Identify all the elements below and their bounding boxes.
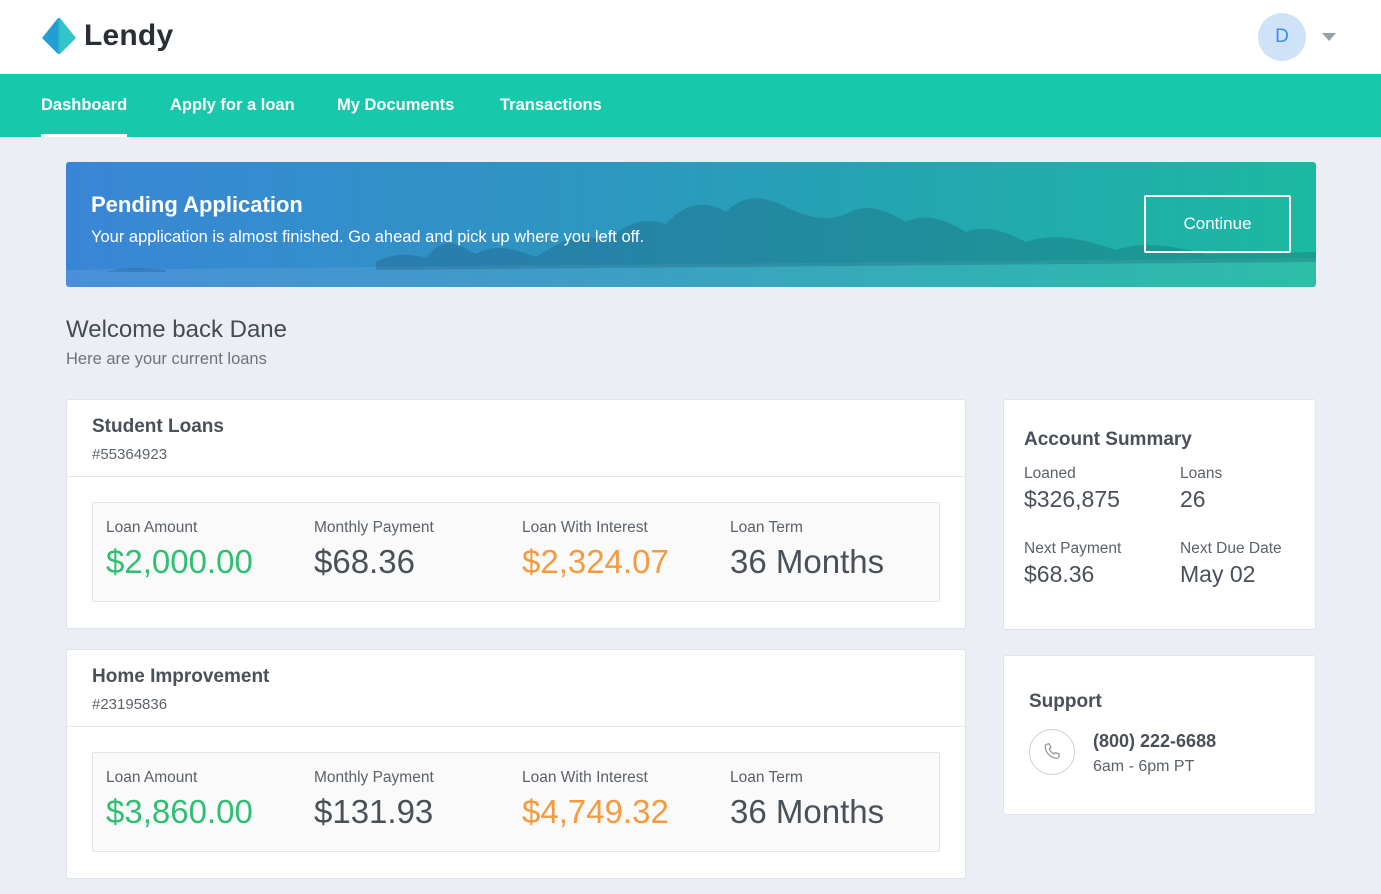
top-header: Lendy D: [0, 0, 1381, 74]
phone-icon[interactable]: [1029, 729, 1075, 775]
stat-value: 36 Months: [730, 793, 885, 830]
nav-apply-for-loan[interactable]: Apply for a loan: [170, 96, 295, 114]
summary-value: $68.36: [1024, 561, 1095, 587]
user-initial: D: [1275, 26, 1289, 47]
loan-card-home-improvement[interactable]: Home Improvement #23195836 Loan Amount $…: [66, 649, 966, 879]
summary-value: 26: [1180, 486, 1206, 512]
chevron-down-icon[interactable]: [1322, 33, 1336, 41]
brand-name: Lendy: [84, 19, 174, 52]
summary-value: $326,875: [1024, 486, 1120, 512]
stat-loan-amount: Loan Amount $3,860.00: [106, 769, 253, 831]
stat-loan-amount: Loan Amount $2,000.00: [106, 519, 253, 581]
account-summary-card: Account Summary Loaned $326,875 Loans 26…: [1003, 399, 1316, 630]
summary-loaned: Loaned $326,875: [1024, 465, 1120, 513]
banner-title: Pending Application: [91, 192, 303, 217]
banner-text: Your application is almost finished. Go …: [91, 228, 645, 246]
stat-label: Loan Amount: [106, 769, 198, 786]
stat-value: $2,324.07: [522, 543, 669, 580]
stat-monthly-payment: Monthly Payment $131.93: [314, 769, 434, 831]
stat-value: $131.93: [314, 793, 434, 830]
loan-stats: Loan Amount $2,000.00 Monthly Payment $6…: [92, 502, 940, 602]
nav-transactions[interactable]: Transactions: [500, 96, 602, 114]
stat-label: Loan With Interest: [522, 769, 648, 786]
stat-loan-with-interest: Loan With Interest $4,749.32: [522, 769, 669, 831]
stat-label: Loan Term: [730, 519, 803, 536]
summary-label: Loaned: [1024, 465, 1076, 482]
lendy-logo-icon: [42, 18, 76, 54]
summary-next-payment: Next Payment $68.36: [1024, 540, 1121, 588]
loan-title: Student Loans: [92, 416, 224, 437]
stat-loan-with-interest: Loan With Interest $2,324.07: [522, 519, 669, 581]
loan-id: #55364923: [92, 446, 168, 463]
phone-glyph: [1044, 743, 1060, 759]
main-nav: Dashboard Apply for a loan My Documents …: [0, 74, 1381, 137]
summary-next-due-date: Next Due Date May 02: [1180, 540, 1282, 588]
loan-card-header: Home Improvement #23195836: [67, 650, 965, 727]
nav-dashboard[interactable]: Dashboard: [41, 74, 128, 137]
user-avatar[interactable]: D: [1258, 13, 1306, 61]
stat-value: $3,860.00: [106, 793, 253, 830]
landscape-background: [66, 198, 1316, 287]
support-hours: 6am - 6pm PT: [1093, 758, 1195, 775]
summary-value: May 02: [1180, 561, 1256, 587]
loan-stats: Loan Amount $3,860.00 Monthly Payment $1…: [92, 752, 940, 852]
stat-loan-term: Loan Term 36 Months: [730, 769, 884, 831]
support-card: Support (800) 222-6688 6am - 6pm PT: [1003, 655, 1316, 815]
welcome-subtitle: Here are your current loans: [66, 350, 267, 368]
stat-value: $4,749.32: [522, 793, 669, 830]
stat-value: 36 Months: [730, 543, 885, 580]
summary-title: Account Summary: [1024, 429, 1192, 450]
stat-label: Loan Amount: [106, 519, 198, 536]
summary-label: Next Payment: [1024, 540, 1122, 557]
stat-value: $2,000.00: [106, 543, 253, 580]
loan-id: #23195836: [92, 696, 168, 713]
continue-button[interactable]: Continue: [1144, 195, 1291, 253]
nav-my-documents[interactable]: My Documents: [337, 96, 455, 114]
stat-label: Monthly Payment: [314, 519, 434, 536]
support-phone-number[interactable]: (800) 222-6688: [1093, 731, 1217, 751]
stat-monthly-payment: Monthly Payment $68.36: [314, 519, 434, 581]
brand-logo[interactable]: Lendy: [40, 16, 173, 56]
stat-label: Monthly Payment: [314, 769, 434, 786]
stat-value: $68.36: [314, 543, 415, 580]
summary-label: Loans: [1180, 465, 1223, 482]
summary-label: Next Due Date: [1180, 540, 1282, 557]
loan-card-header: Student Loans #55364923: [67, 400, 965, 477]
loan-title: Home Improvement: [92, 666, 270, 687]
stat-loan-term: Loan Term 36 Months: [730, 519, 884, 581]
support-title: Support: [1029, 691, 1102, 712]
welcome-title: Welcome back Dane: [66, 316, 287, 343]
pending-application-banner: Pending Application Your application is …: [66, 162, 1316, 287]
loan-card-student-loans[interactable]: Student Loans #55364923 Loan Amount $2,0…: [66, 399, 966, 629]
summary-loans: Loans 26: [1180, 465, 1222, 513]
stat-label: Loan With Interest: [522, 519, 648, 536]
stat-label: Loan Term: [730, 769, 803, 786]
